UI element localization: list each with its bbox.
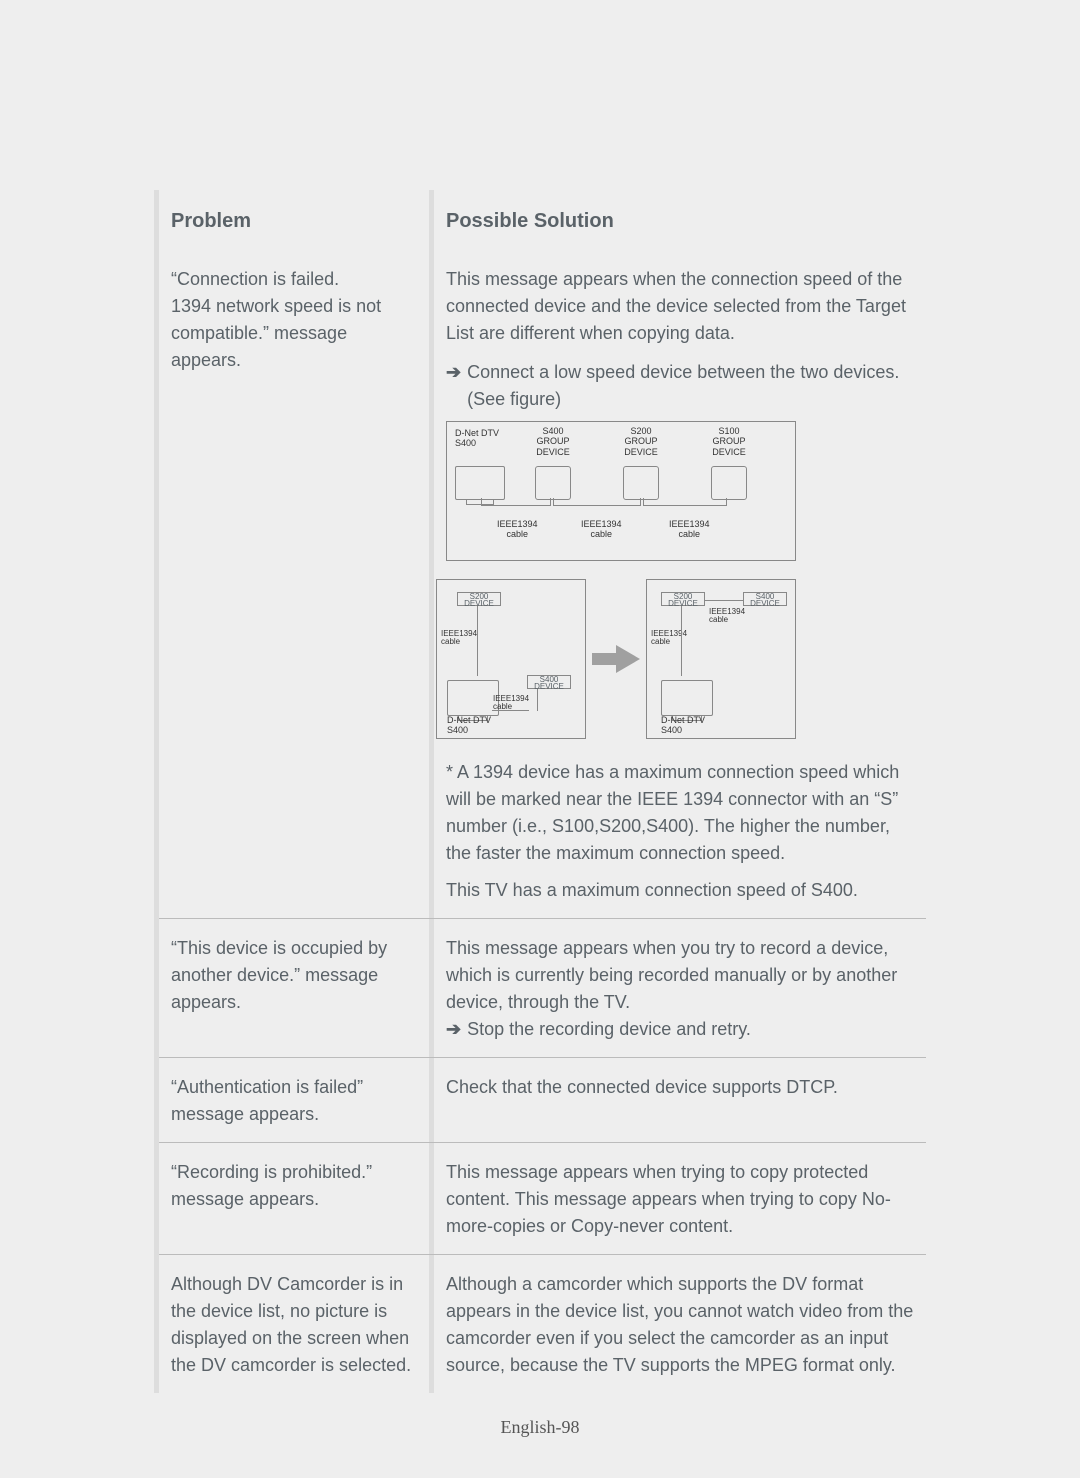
problem-cell: “Authentication is failed” message appea… <box>159 1058 429 1142</box>
diagram-group-label: S400 GROUP DEVICE <box>533 426 573 457</box>
diagram-tv-label: D-Net DTV S400 <box>447 716 491 736</box>
solution-cell: This message appears when trying to copy… <box>429 1143 926 1254</box>
table-row: “Connection is failed. 1394 network spee… <box>159 250 926 918</box>
cable-label: IEEE1394 cable <box>581 520 622 540</box>
diagram-after-panel: D-Net DTV S400 S200 DEVICE S400 DEVICE I… <box>646 579 796 739</box>
solution-note: * A 1394 device has a maximum connection… <box>446 759 914 867</box>
cable-label: IEEE1394 cable <box>441 630 477 647</box>
cable-line <box>492 710 493 711</box>
problem-cell: Although DV Camcorder is in the device l… <box>159 1255 429 1393</box>
cable-line <box>481 498 551 506</box>
cable-line <box>553 498 641 506</box>
cable-line <box>705 600 743 601</box>
problem-cell: “This device is occupied by another devi… <box>159 919 429 1057</box>
connection-diagram-chain: D-Net DTV S400 S400 GROUP DEVICE S200 GR… <box>446 421 796 561</box>
diagram-before-panel: D-Net DTV S400 S200 DEVICE S400 DEVICE I… <box>436 579 586 739</box>
solution-action-text: Stop the recording device and retry. <box>467 1016 751 1043</box>
cable-line <box>643 498 727 506</box>
diagram-tv-label: D-Net DTV S400 <box>455 428 499 449</box>
device-box <box>711 466 747 500</box>
cable-line <box>477 606 478 676</box>
diagram-group-label: S200 GROUP DEVICE <box>621 426 661 457</box>
device-box <box>623 466 659 500</box>
table-row: “This device is occupied by another devi… <box>159 918 926 1057</box>
arrow-icon: ➔ <box>446 359 461 413</box>
header-solution: Possible Solution <box>429 190 926 250</box>
cable-line <box>681 606 682 676</box>
table-row: “Recording is prohibited.” message appea… <box>159 1142 926 1254</box>
solution-cell: This message appears when you try to rec… <box>429 919 926 1057</box>
cable-label: IEEE1394 cable <box>669 520 710 540</box>
solution-text: This message appears when you try to rec… <box>446 935 914 1016</box>
device-box: S200 DEVICE <box>457 592 501 606</box>
tv-icon <box>661 680 713 716</box>
table-header-row: Problem Possible Solution <box>159 190 926 250</box>
diagram-tv-label: D-Net DTV S400 <box>661 716 705 736</box>
solution-action-text: Connect a low speed device between the t… <box>467 359 914 413</box>
document-page: Problem Possible Solution “Connection is… <box>0 0 1080 1478</box>
solution-cell: Although a camcorder which supports the … <box>429 1255 926 1393</box>
solution-action: ➔ Connect a low speed device between the… <box>446 359 914 413</box>
troubleshooting-table: Problem Possible Solution “Connection is… <box>154 190 926 1393</box>
cable-line <box>537 689 538 711</box>
cable-line <box>493 710 529 711</box>
problem-cell: “Recording is prohibited.” message appea… <box>159 1143 429 1254</box>
table-row: “Authentication is failed” message appea… <box>159 1057 926 1142</box>
arrow-icon: ➔ <box>446 1016 461 1043</box>
device-box: S400 DEVICE <box>527 675 571 689</box>
device-box: S200 DEVICE <box>661 592 705 606</box>
page-footer: English-98 <box>0 1417 1080 1438</box>
solution-text: This message appears when the connection… <box>446 266 914 347</box>
cable-label: IEEE1394 cable <box>497 520 538 540</box>
solution-note: This TV has a maximum connection speed o… <box>446 877 914 904</box>
solution-cell: This message appears when the connection… <box>429 250 926 918</box>
connection-diagram-reconfig: D-Net DTV S400 S200 DEVICE S400 DEVICE I… <box>436 579 796 749</box>
header-problem: Problem <box>159 190 429 250</box>
device-box <box>535 466 571 500</box>
cable-label: IEEE1394 cable <box>709 608 745 625</box>
table-row: Although DV Camcorder is in the device l… <box>159 1254 926 1393</box>
solution-cell: Check that the connected device supports… <box>429 1058 926 1142</box>
device-box: S400 DEVICE <box>743 592 787 606</box>
diagram-group-label: S100 GROUP DEVICE <box>709 426 749 457</box>
problem-cell: “Connection is failed. 1394 network spee… <box>159 250 429 918</box>
tv-icon <box>455 466 505 500</box>
solution-action: ➔ Stop the recording device and retry. <box>446 1016 914 1043</box>
